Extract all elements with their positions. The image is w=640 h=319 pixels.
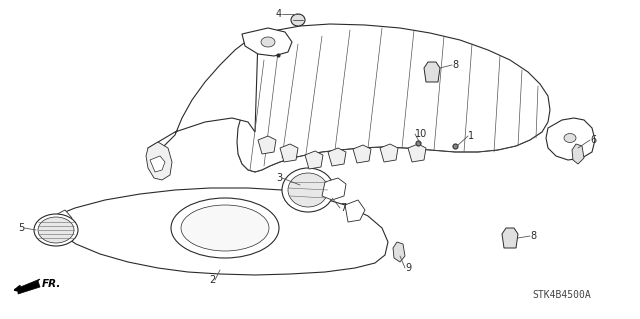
Text: FR.: FR. — [42, 279, 61, 289]
Ellipse shape — [282, 168, 334, 212]
Polygon shape — [353, 145, 371, 163]
Text: STK4B4500A: STK4B4500A — [532, 290, 591, 300]
Text: 6: 6 — [590, 135, 596, 145]
Text: 10: 10 — [415, 129, 428, 139]
Polygon shape — [305, 151, 323, 169]
Polygon shape — [322, 178, 346, 200]
Ellipse shape — [38, 217, 74, 243]
Ellipse shape — [291, 14, 305, 26]
Text: 1: 1 — [468, 131, 474, 141]
Text: 5: 5 — [18, 223, 24, 233]
Text: 9: 9 — [405, 263, 411, 273]
Text: 8: 8 — [530, 231, 536, 241]
Polygon shape — [148, 38, 258, 155]
Polygon shape — [48, 188, 388, 275]
Polygon shape — [237, 24, 550, 172]
Ellipse shape — [564, 133, 576, 143]
Text: 4: 4 — [276, 9, 282, 19]
Polygon shape — [393, 242, 405, 262]
Polygon shape — [280, 144, 298, 162]
Ellipse shape — [181, 205, 269, 251]
Polygon shape — [502, 228, 518, 248]
Polygon shape — [18, 279, 40, 294]
Ellipse shape — [261, 37, 275, 47]
Polygon shape — [408, 144, 426, 162]
Polygon shape — [50, 210, 72, 230]
Ellipse shape — [171, 198, 279, 258]
Polygon shape — [424, 62, 440, 82]
Text: 7: 7 — [340, 203, 346, 213]
Polygon shape — [546, 118, 595, 160]
Ellipse shape — [34, 214, 78, 246]
Text: 3: 3 — [276, 173, 282, 183]
Ellipse shape — [288, 173, 328, 207]
Polygon shape — [328, 148, 346, 166]
Polygon shape — [572, 144, 584, 164]
Text: 2: 2 — [209, 275, 215, 285]
Polygon shape — [150, 156, 165, 172]
Polygon shape — [258, 136, 276, 154]
Polygon shape — [345, 200, 365, 222]
Text: 8: 8 — [452, 60, 458, 70]
Polygon shape — [380, 144, 398, 162]
Polygon shape — [146, 142, 172, 180]
Polygon shape — [242, 28, 292, 56]
